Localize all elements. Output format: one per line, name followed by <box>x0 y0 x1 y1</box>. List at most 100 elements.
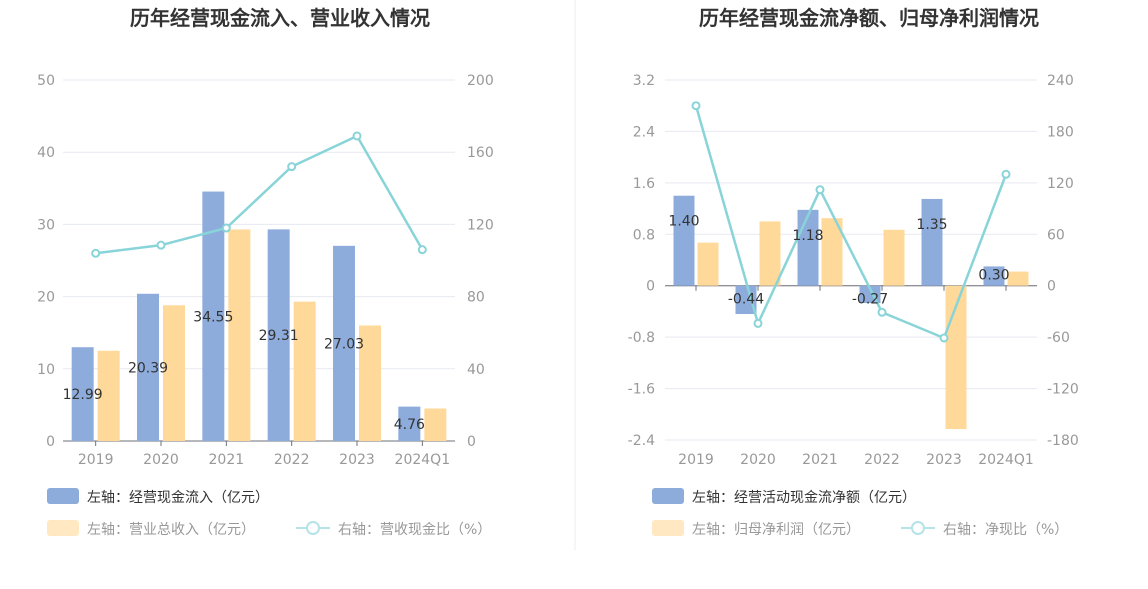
bar-primary-2021 <box>202 191 225 441</box>
bar-primary-2022 <box>267 229 290 441</box>
bar-secondary-2020 <box>759 221 781 286</box>
bar-secondary-2023 <box>359 325 381 441</box>
ratio-line <box>95 134 424 255</box>
ratio-point-2019 <box>91 248 101 258</box>
y-left-tick-label: -0.8 <box>628 330 655 346</box>
bar-primary-2023 <box>333 245 355 441</box>
data-label-2024Q1: 0.30 <box>978 268 1009 284</box>
y-left-tick-label: 40 <box>37 145 55 161</box>
bar-primary-2024Q1 <box>398 406 421 441</box>
y-left-tick-label: 2.4 <box>633 124 655 140</box>
ratio-point-2024Q1 <box>1001 169 1011 179</box>
ratio-point-2019 <box>691 101 701 111</box>
y-right-tick-label: 120 <box>467 217 494 233</box>
x-tick-label: 2020 <box>740 452 776 468</box>
data-label-2022: -0.27 <box>852 292 888 308</box>
legend-label-cash-inflow[interactable]: 左轴：经营现金流入（亿元） <box>87 490 269 506</box>
y-left-tick-label: 0 <box>46 434 55 450</box>
ratio-point-2020 <box>156 240 166 250</box>
legend-swatch-cash-inflow[interactable] <box>47 488 79 504</box>
legend-label-net-ratio[interactable]: 右轴：净现比（%） <box>943 522 1068 538</box>
x-tick-label: 2021 <box>209 452 245 468</box>
legend-label-net-profit[interactable]: 左轴：归母净利润（亿元） <box>692 521 860 538</box>
bar-secondary-2021 <box>228 229 251 441</box>
bar-secondary-2020 <box>163 305 185 441</box>
bar-primary-2021 <box>797 209 819 286</box>
data-label-2023: 1.35 <box>916 217 947 233</box>
data-label-2023: 27.03 <box>324 336 364 352</box>
y-right-tick-label: 200 <box>467 73 494 89</box>
data-label-2022: 29.31 <box>259 328 299 344</box>
ratio-line <box>694 105 1008 340</box>
ratio-point-2021 <box>221 223 231 233</box>
x-tick-label: 2021 <box>802 452 838 468</box>
data-label-2019: 1.40 <box>668 214 699 230</box>
ratio-point-2022 <box>287 162 297 172</box>
x-tick-label: 2019 <box>78 452 114 468</box>
data-label-2024Q1: 4.76 <box>394 417 425 433</box>
bar-primary-2019 <box>673 195 695 286</box>
legend-swatch-revenue[interactable] <box>47 520 79 536</box>
x-tick-label: 2024Q1 <box>395 452 451 468</box>
y-right-tick-label: -180 <box>1047 433 1079 449</box>
bar-primary-2019 <box>71 347 94 441</box>
y-left-tick-label: -2.4 <box>628 433 655 449</box>
legend-label-ratio[interactable]: 右轴：营收现金比（%） <box>338 522 491 538</box>
bar-primary-2020 <box>137 293 159 441</box>
y-right-tick-label: 0 <box>1047 279 1056 295</box>
bar-secondary-2024Q1 <box>424 408 447 441</box>
y-left-tick-label: 20 <box>37 290 55 306</box>
x-tick-label: 2022 <box>864 452 900 468</box>
ratio-point-2023 <box>352 131 362 141</box>
bar-secondary-2019 <box>97 350 120 441</box>
data-label-2019: 12.99 <box>63 387 103 403</box>
y-right-tick-label: 60 <box>1047 227 1065 243</box>
legend-label-net-cashflow[interactable]: 左轴：经营活动现金流净额（亿元） <box>692 490 916 506</box>
legend-label-revenue[interactable]: 左轴：营业总收入（亿元） <box>87 522 255 538</box>
x-tick-label: 2019 <box>678 452 714 468</box>
ratio-point-2024Q1 <box>417 245 427 255</box>
chart-title: 历年经营现金流入、营业收入情况 <box>130 6 430 30</box>
y-right-tick-label: 40 <box>467 362 485 378</box>
ratio-point-2023 <box>939 333 949 343</box>
x-tick-label: 2024Q1 <box>978 452 1034 468</box>
bar-secondary-2019 <box>697 242 719 286</box>
ratio-point-2021 <box>815 185 825 195</box>
y-left-tick-label: 0 <box>646 279 655 295</box>
y-right-tick-label: 180 <box>1047 124 1074 140</box>
y-right-tick-label: 120 <box>1047 176 1074 192</box>
y-left-tick-label: 3.2 <box>633 73 655 89</box>
data-label-2021: 1.18 <box>792 228 823 244</box>
y-left-tick-label: 50 <box>37 73 55 89</box>
data-label-2020: 20.39 <box>128 360 168 376</box>
bar-primary-2023 <box>921 198 943 286</box>
bar-secondary-2024Q1 <box>1007 271 1029 286</box>
y-right-tick-label: -60 <box>1047 330 1070 346</box>
y-right-tick-label: -120 <box>1047 382 1079 398</box>
legend-marker-net-ratio[interactable] <box>911 521 925 535</box>
y-left-tick-label: 10 <box>37 362 55 378</box>
y-left-tick-label: 0.8 <box>633 227 655 243</box>
y-right-tick-label: 80 <box>467 290 485 306</box>
x-tick-label: 2022 <box>274 452 310 468</box>
chart-net-cashflow-profit: 历年经营现金流净额、归母净利润情况 -2.4 -1.6 -0.8 0 0.8 1.6 2.4… <box>628 6 1079 538</box>
x-tick-label: 2023 <box>339 452 375 468</box>
ratio-point-2022 <box>877 307 887 317</box>
x-tick-label: 2020 <box>143 452 179 468</box>
ratio-point-2020 <box>753 318 763 328</box>
y-left-tick-label: 1.6 <box>633 176 655 192</box>
bar-primary-2024Q1 <box>983 266 1005 286</box>
chart-cash-inflow-revenue: 历年经营现金流入、营业收入情况 0 10 20 30 40 50 0 40 80 120 160 20… <box>37 6 494 538</box>
legend-marker-ratio[interactable] <box>306 521 320 535</box>
y-left-tick-label: -1.6 <box>628 382 655 398</box>
y-right-tick-label: 160 <box>467 145 494 161</box>
legend-swatch-net-profit[interactable] <box>652 520 684 536</box>
legend-swatch-net-cashflow[interactable] <box>652 488 684 504</box>
data-label-2021: 34.55 <box>193 309 233 325</box>
y-right-tick-label: 0 <box>467 434 476 450</box>
data-label-2020: -0.44 <box>728 292 764 308</box>
chart-title: 历年经营现金流净额、归母净利润情况 <box>699 6 1039 30</box>
bar-secondary-2022 <box>293 301 316 441</box>
bar-secondary-2021 <box>821 218 843 286</box>
